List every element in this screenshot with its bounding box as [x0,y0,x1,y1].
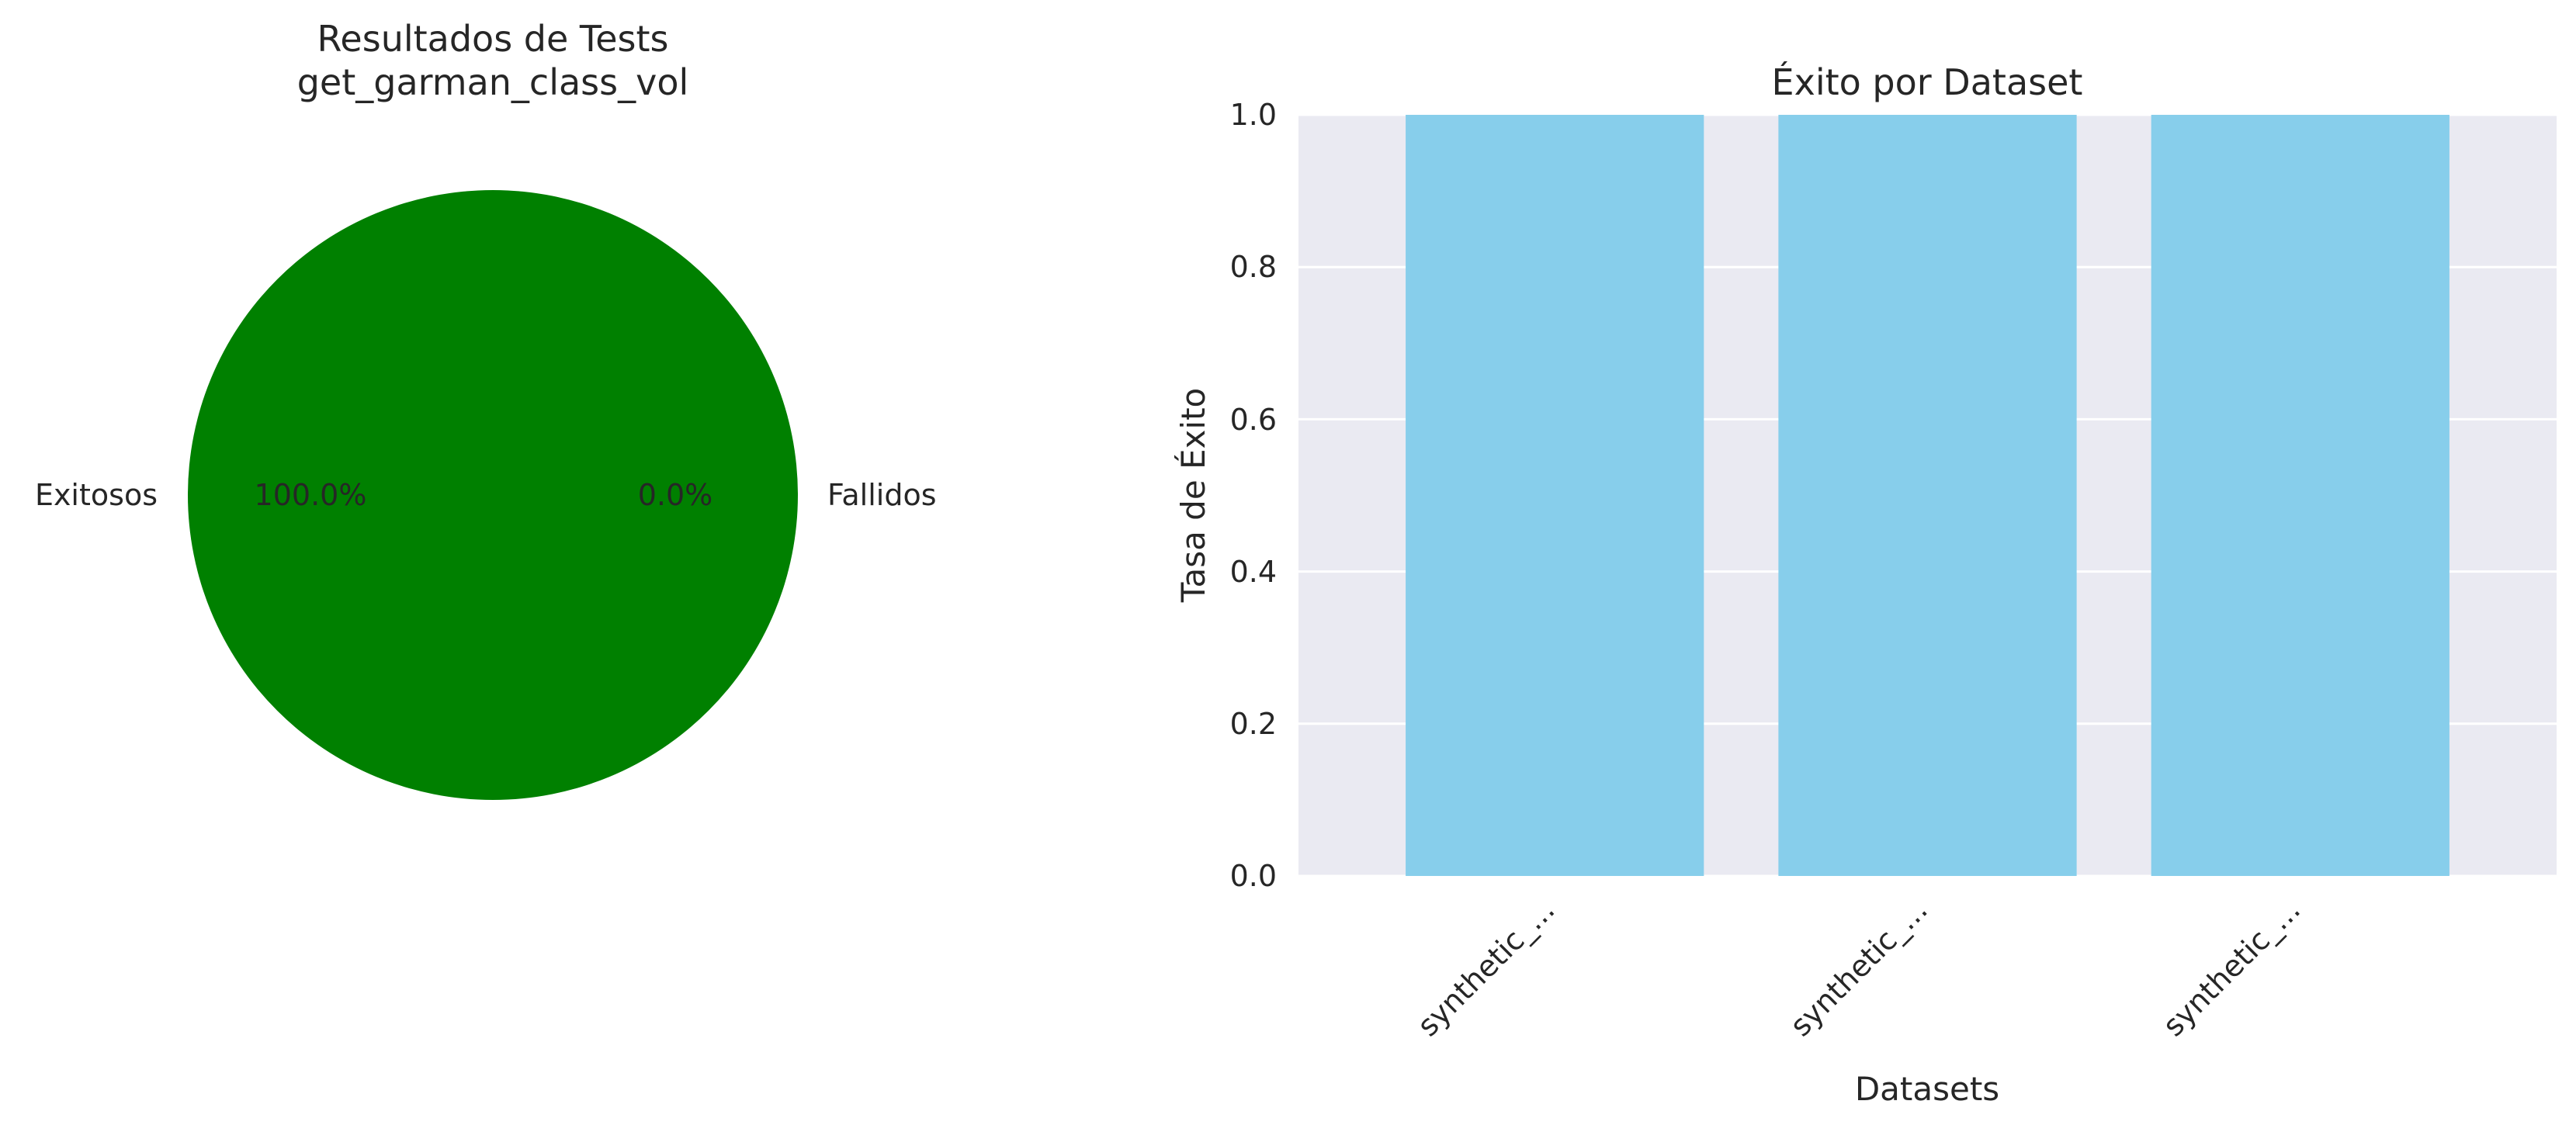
y-tick-label: 0.6 [1230,403,1277,437]
y-tick-label: 0.8 [1230,250,1277,284]
pie-slices [188,190,798,800]
pie-label-fallidos: Fallidos [827,478,937,512]
y-tick-label: 1.0 [1230,98,1277,132]
bar-chart: Éxito por Dataset 0.0 0.2 0.4 0.6 0.8 1.… [1174,61,2557,1108]
pie-chart: Resultados de Tests get_garman_class_vol… [35,18,937,800]
bar-y-ticks: 0.0 0.2 0.4 0.6 0.8 1.0 [1230,98,1277,893]
pie-title-line2: get_garman_class_vol [297,61,689,103]
x-tick-label: synthetic_... [1411,892,1562,1043]
pie-title-line1: Resultados de Tests [317,18,669,60]
pie-slice-exitosos [188,190,798,800]
y-tick-label: 0.0 [1230,859,1277,893]
x-tick-label: synthetic_... [1784,892,1934,1043]
y-tick-label: 0.4 [1230,555,1277,589]
y-tick-label: 0.2 [1230,707,1277,741]
pie-label-exitosos: Exitosos [35,478,158,512]
bar [1778,115,2077,876]
pie-pct-fallidos: 0.0% [638,478,713,512]
bar-x-axis-label: Datasets [1855,1070,1999,1108]
bar-title: Éxito por Dataset [1772,61,2083,103]
bar-bars [1406,115,2449,876]
bar-y-axis-label: Tasa de Éxito [1174,388,1212,604]
bar [1406,115,1704,876]
x-tick-label: synthetic_... [2156,892,2307,1043]
pie-pct-exitosos: 100.0% [255,478,367,512]
bar-x-ticks: synthetic_... synthetic_... synthetic_..… [1411,892,2307,1043]
bar [2151,115,2449,876]
